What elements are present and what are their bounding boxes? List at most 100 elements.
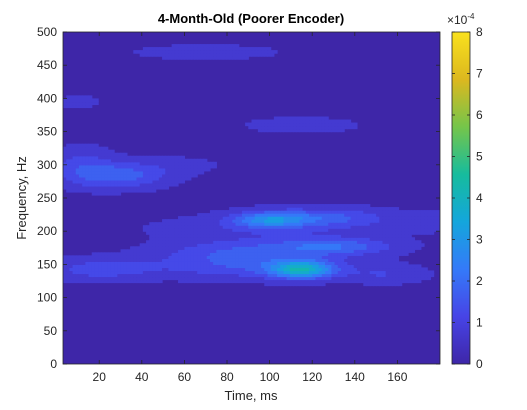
heatmap-cell — [318, 243, 323, 247]
heatmap-cell — [235, 264, 240, 269]
heatmap-cell — [283, 243, 288, 247]
heatmap-cell — [149, 270, 154, 275]
heatmap-cell — [158, 173, 163, 178]
heatmap-cell — [197, 237, 201, 241]
heatmap-cell — [219, 258, 224, 262]
heatmap-cell — [101, 267, 106, 272]
heatmap-cell — [66, 267, 70, 272]
plot-background — [63, 32, 440, 364]
heatmap-cell — [139, 50, 144, 54]
heatmap-cell — [193, 255, 198, 259]
heatmap-cell — [85, 164, 90, 169]
heatmap-cell — [261, 276, 265, 281]
heatmap-cell — [181, 267, 185, 272]
heatmap-cell — [344, 228, 348, 232]
heatmap-cell — [190, 219, 195, 223]
heatmap-cell — [146, 164, 150, 169]
heatmap-cell — [190, 243, 195, 247]
heatmap-cell — [254, 279, 259, 284]
heatmap-cell — [190, 231, 195, 235]
heatmap-cell — [101, 258, 106, 262]
heatmap-cell — [69, 164, 74, 169]
heatmap-cell — [392, 216, 396, 220]
heatmap-cell — [385, 249, 390, 253]
heatmap-cell — [229, 225, 233, 229]
heatmap-cell — [388, 258, 393, 262]
heatmap-cell — [372, 246, 377, 250]
heatmap-cell — [296, 270, 301, 275]
heatmap-cell — [312, 207, 316, 211]
heatmap-cell — [94, 146, 99, 151]
heatmap-cell — [146, 252, 150, 256]
heatmap-cell — [219, 261, 224, 265]
heatmap-cell — [340, 225, 345, 229]
heatmap-cell — [398, 252, 403, 256]
heatmap-cell — [178, 56, 182, 60]
heatmap-cell — [270, 225, 275, 229]
heatmap-cell — [117, 264, 122, 269]
heatmap-cell — [168, 176, 173, 181]
heatmap-cell — [286, 122, 291, 127]
heatmap-cell — [382, 228, 387, 232]
heatmap-cell — [328, 234, 332, 238]
heatmap-cell — [340, 222, 345, 226]
heatmap-cell — [85, 276, 90, 281]
heatmap-cell — [85, 273, 90, 278]
heatmap-cell — [248, 237, 253, 241]
heatmap-cell — [277, 125, 281, 130]
heatmap-cell — [251, 270, 256, 275]
heatmap-cell — [78, 276, 83, 281]
heatmap-cell — [324, 273, 329, 278]
heatmap-cell — [420, 231, 425, 235]
heatmap-cell — [216, 279, 221, 284]
heatmap-cell — [232, 264, 237, 269]
heatmap-cell — [75, 276, 80, 281]
heatmap-cell — [136, 164, 141, 169]
heatmap-cell — [235, 219, 240, 223]
heatmap-cell — [273, 222, 278, 226]
heatmap-cell — [120, 188, 125, 193]
heatmap-cell — [197, 264, 201, 269]
x-tick-label: 60 — [178, 370, 192, 384]
heatmap-cell — [219, 264, 224, 269]
heatmap-cell — [200, 258, 205, 262]
heatmap-cell — [366, 225, 371, 229]
colorbar-tick-label: 5 — [476, 150, 483, 164]
heatmap-cell — [257, 246, 262, 250]
heatmap-cell — [318, 264, 323, 269]
heatmap-cell — [309, 282, 313, 287]
heatmap-cell — [309, 234, 313, 238]
heatmap-cell — [187, 246, 192, 250]
heatmap-cell — [388, 252, 393, 256]
heatmap-cell — [324, 261, 329, 265]
heatmap-cell — [193, 264, 198, 269]
heatmap-cell — [110, 255, 115, 259]
heatmap-cell — [110, 188, 115, 193]
heatmap-cell — [209, 252, 214, 256]
heatmap-cell — [286, 270, 291, 275]
heatmap-cell — [107, 179, 112, 184]
heatmap-cell — [63, 261, 67, 265]
heatmap-cell — [264, 255, 269, 259]
heatmap-cell — [289, 243, 294, 247]
heatmap-cell — [155, 258, 160, 262]
heatmap-cell — [136, 270, 141, 275]
heatmap-cell — [296, 273, 301, 278]
heatmap-cell — [117, 276, 122, 281]
heatmap-cell — [347, 270, 352, 275]
heatmap-cell — [261, 255, 265, 259]
heatmap-cell — [241, 225, 246, 229]
heatmap-cell — [146, 246, 150, 250]
heatmap-cell — [376, 225, 380, 229]
heatmap-cell — [245, 264, 249, 269]
heatmap-cell — [392, 249, 396, 253]
heatmap-cell — [130, 158, 134, 163]
heatmap-cell — [372, 279, 377, 284]
heatmap-cell — [78, 152, 83, 157]
heatmap-cell — [328, 219, 332, 223]
heatmap-cell — [337, 216, 342, 220]
heatmap-cell — [181, 276, 185, 281]
heatmap-cell — [238, 228, 243, 232]
heatmap-cell — [149, 173, 154, 178]
heatmap-cell — [72, 167, 77, 172]
